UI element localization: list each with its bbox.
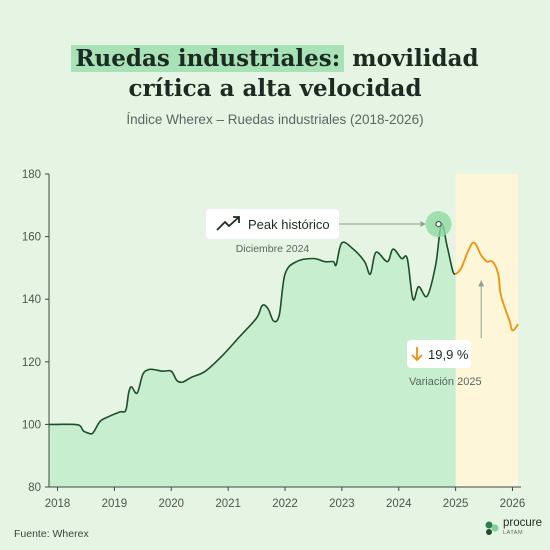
peak-date-label: Diciembre 2024: [236, 243, 310, 255]
brand-logo: procure LATAM: [484, 517, 542, 538]
y-tick-label: 180: [22, 169, 41, 181]
peak-point: [435, 220, 442, 228]
chart-subtitle: Índice Wherex – Ruedas industriales (201…: [126, 112, 424, 127]
chart-title: Ruedas industriales: movilidad crítica a…: [0, 44, 550, 104]
x-tick-label: 2026: [500, 498, 526, 510]
x-tick-label: 2025: [443, 498, 469, 510]
series-line-historical: [49, 223, 457, 435]
historical-area: [49, 223, 456, 487]
x-tick-label: 2020: [158, 498, 184, 510]
title-highlight: Ruedas industriales:: [71, 45, 345, 72]
variation-label-box: [407, 340, 471, 368]
x-tick-label: 2022: [272, 498, 298, 510]
title-line2: crítica a alta velocidad: [128, 75, 422, 102]
y-tick-label: 80: [28, 482, 41, 494]
logo-sub: LATAM: [503, 530, 524, 536]
x-tick-label: 2023: [329, 498, 355, 510]
x-tick-label: 2018: [45, 498, 71, 510]
forecast-band: [455, 174, 519, 487]
arrow-down-icon: [411, 347, 423, 362]
series-line-forecast: [454, 241, 519, 332]
y-tick-label: 100: [22, 419, 41, 431]
trend-up-icon: [216, 216, 240, 231]
x-tick-label: 2024: [386, 498, 412, 510]
peak-label: Peak histórico: [248, 217, 330, 232]
title-rest: movilidad: [344, 45, 479, 72]
procure-logo-icon: [485, 521, 499, 535]
y-tick-label: 140: [22, 294, 41, 306]
x-tick-label: 2021: [215, 498, 241, 510]
source-note: Fuente: Wherex: [14, 528, 89, 540]
peak-connector-arrow: [420, 221, 426, 227]
variation-sublabel: Variación 2025: [409, 376, 482, 388]
y-tick-label: 160: [22, 232, 41, 244]
variation-connector-arrow: [478, 280, 485, 287]
y-tick-label: 120: [22, 357, 41, 369]
logo-name: procure: [503, 517, 542, 529]
trend-up-arrowhead: [233, 216, 240, 223]
x-tick-label: 2019: [102, 498, 128, 510]
variation-value: 19,9 %: [428, 347, 469, 362]
